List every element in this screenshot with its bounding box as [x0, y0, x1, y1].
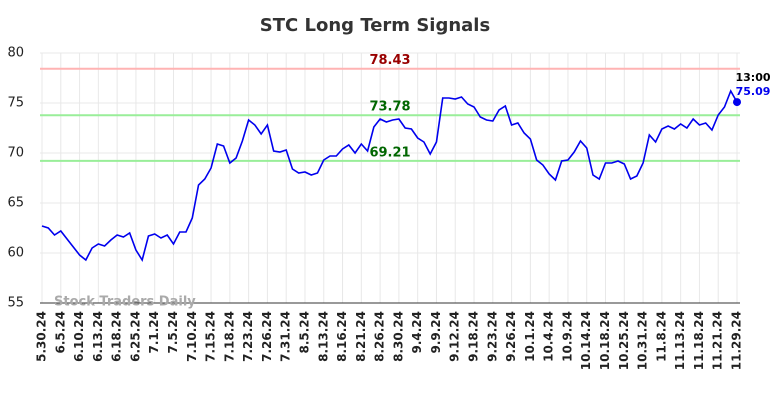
x-tick-label: 6.5.24 [53, 311, 67, 354]
x-tick-label: 10.18.24 [598, 311, 612, 370]
x-tick-label: 5.30.24 [35, 311, 49, 362]
x-tick-label: 9.23.24 [485, 311, 499, 362]
x-tick-label: 6.10.24 [72, 311, 86, 362]
x-tick-label: 6.25.24 [128, 311, 142, 362]
y-tick-label: 75 [7, 96, 24, 111]
x-tick-label: 7.31.24 [279, 311, 293, 362]
x-tick-label: 10.9.24 [560, 311, 574, 362]
last-value: 75.09 [736, 85, 771, 98]
x-tick-label: 7.23.24 [241, 311, 255, 362]
x-tick-label: 8.30.24 [391, 311, 405, 362]
x-tick-label: 11.21.24 [711, 311, 725, 370]
x-tick-label: 9.4.24 [410, 311, 424, 354]
y-tick-label: 55 [7, 296, 24, 311]
y-tick-label: 60 [7, 246, 24, 261]
y-tick-label: 70 [7, 146, 24, 161]
x-tick-label: 7.1.24 [147, 311, 161, 354]
last-point [733, 98, 741, 107]
x-tick-label: 7.5.24 [166, 311, 180, 354]
x-tick-label: 11.8.24 [654, 311, 668, 362]
x-tick-label: 10.25.24 [617, 311, 631, 370]
x-tick-label: 9.26.24 [504, 311, 518, 362]
x-tick-label: 11.13.24 [673, 311, 687, 370]
x-tick-label: 11.18.24 [692, 311, 706, 370]
x-tick-label: 10.1.24 [523, 311, 537, 362]
x-tick-label: 6.13.24 [91, 311, 105, 362]
x-tick-label: 9.12.24 [448, 311, 462, 362]
price-line [41, 89, 738, 262]
signal-label: 78.43 [369, 53, 410, 68]
x-tick-label: 8.16.24 [335, 311, 349, 362]
chart-title: STC Long Term Signals [260, 15, 490, 36]
watermark: Stock Traders Daily [54, 295, 196, 310]
last-time: 13:00 [735, 71, 770, 84]
x-tick-label: 7.26.24 [260, 311, 274, 362]
x-tick-label: 7.15.24 [204, 311, 218, 362]
x-tick-label: 10.14.24 [579, 311, 593, 370]
x-tick-label: 7.18.24 [222, 311, 236, 362]
x-tick-label: 7.10.24 [185, 311, 199, 362]
x-tick-label: 6.18.24 [110, 311, 124, 362]
x-tick-label: 8.21.24 [354, 311, 368, 362]
y-tick-label: 80 [7, 46, 24, 61]
y-tick-label: 65 [7, 196, 24, 211]
signal-label: 73.78 [369, 100, 410, 115]
x-tick-label: 8.5.24 [297, 311, 311, 354]
signal-label: 69.21 [369, 145, 410, 160]
x-tick-label: 10.31.24 [636, 311, 650, 370]
x-tick-label: 9.9.24 [429, 311, 443, 354]
x-tick-label: 8.13.24 [316, 311, 330, 362]
x-tick-label: 10.4.24 [542, 311, 556, 362]
x-tick-label: 8.26.24 [373, 311, 387, 362]
x-tick-label: 9.18.24 [467, 311, 481, 362]
x-tick-label: 11.29.24 [730, 311, 744, 370]
